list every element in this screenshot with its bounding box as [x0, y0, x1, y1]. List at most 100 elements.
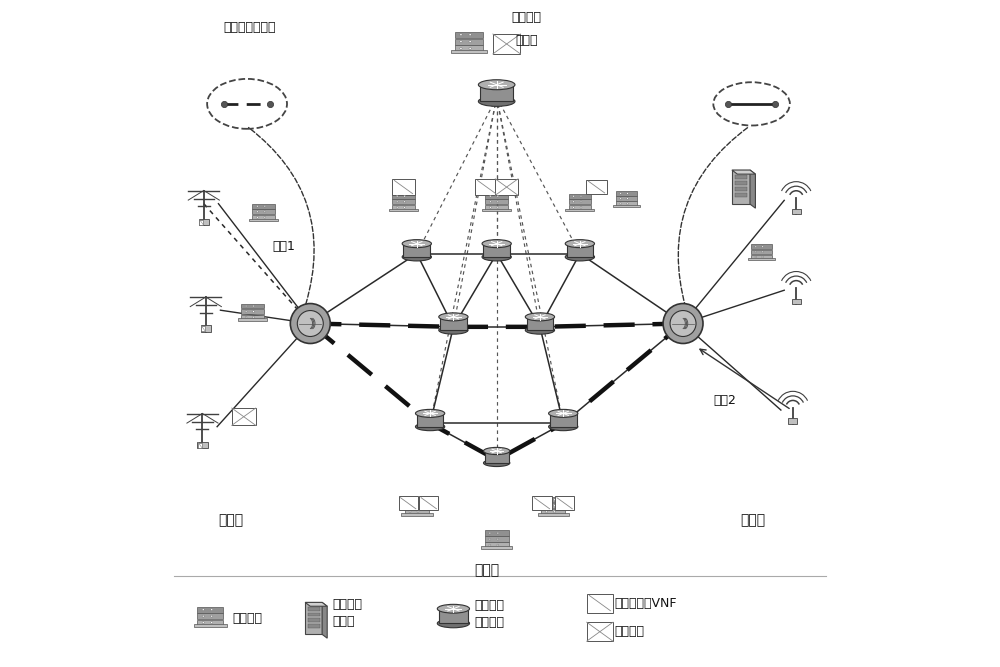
- Circle shape: [497, 207, 499, 208]
- Circle shape: [264, 205, 266, 207]
- Circle shape: [497, 201, 499, 203]
- Text: 虚拟设施: 虚拟设施: [512, 11, 542, 24]
- Ellipse shape: [482, 239, 511, 247]
- Polygon shape: [305, 602, 327, 606]
- Bar: [732, 170, 750, 204]
- Bar: [493, 34, 520, 54]
- Bar: [569, 205, 591, 209]
- Circle shape: [546, 499, 547, 501]
- Ellipse shape: [437, 604, 470, 613]
- Bar: [613, 205, 640, 207]
- Bar: [392, 179, 415, 195]
- Bar: [201, 325, 211, 331]
- Circle shape: [497, 195, 499, 197]
- Circle shape: [417, 505, 419, 507]
- Bar: [735, 181, 747, 185]
- Circle shape: [546, 505, 547, 507]
- Text: 切片2: 切片2: [713, 394, 736, 407]
- Bar: [249, 219, 278, 221]
- Bar: [751, 249, 772, 254]
- Bar: [586, 179, 607, 194]
- FancyBboxPatch shape: [485, 451, 509, 463]
- Bar: [735, 193, 747, 197]
- Circle shape: [663, 303, 703, 344]
- Circle shape: [497, 538, 499, 540]
- FancyBboxPatch shape: [440, 317, 467, 330]
- Circle shape: [620, 198, 621, 199]
- Bar: [308, 618, 320, 622]
- Ellipse shape: [439, 326, 468, 334]
- Bar: [792, 299, 801, 304]
- FancyBboxPatch shape: [527, 317, 553, 330]
- Circle shape: [211, 615, 213, 617]
- FancyBboxPatch shape: [439, 609, 468, 624]
- Circle shape: [497, 532, 499, 534]
- Bar: [616, 191, 637, 195]
- Circle shape: [489, 538, 491, 540]
- Circle shape: [460, 47, 462, 49]
- Circle shape: [469, 47, 471, 49]
- FancyBboxPatch shape: [403, 243, 430, 257]
- Ellipse shape: [402, 253, 431, 261]
- Bar: [569, 194, 591, 199]
- Polygon shape: [322, 602, 327, 638]
- Circle shape: [253, 316, 254, 318]
- Bar: [482, 209, 511, 211]
- Bar: [748, 258, 775, 260]
- Circle shape: [409, 505, 411, 507]
- Bar: [485, 205, 508, 209]
- Circle shape: [264, 217, 266, 218]
- Ellipse shape: [402, 239, 431, 247]
- Bar: [201, 326, 205, 331]
- Circle shape: [245, 311, 247, 312]
- Ellipse shape: [483, 460, 510, 466]
- Bar: [392, 205, 415, 209]
- Bar: [541, 497, 565, 502]
- Polygon shape: [750, 170, 755, 208]
- Circle shape: [469, 41, 471, 43]
- FancyBboxPatch shape: [417, 414, 443, 427]
- Circle shape: [396, 207, 398, 208]
- Bar: [485, 530, 509, 536]
- Bar: [252, 203, 275, 209]
- Text: 端到端切片设计: 端到端切片设计: [224, 21, 276, 34]
- Ellipse shape: [478, 96, 515, 106]
- Circle shape: [417, 499, 419, 501]
- Circle shape: [297, 311, 323, 336]
- Bar: [194, 624, 227, 627]
- FancyBboxPatch shape: [480, 85, 513, 101]
- Bar: [197, 620, 223, 626]
- Circle shape: [620, 203, 621, 205]
- Bar: [308, 624, 320, 628]
- Text: 切片实例化VNF: 切片实例化VNF: [614, 596, 677, 610]
- Bar: [399, 496, 418, 510]
- Bar: [565, 209, 594, 211]
- Bar: [532, 496, 552, 510]
- Circle shape: [755, 256, 757, 257]
- Ellipse shape: [415, 410, 445, 418]
- Circle shape: [396, 201, 398, 203]
- Circle shape: [755, 246, 757, 247]
- Bar: [455, 32, 483, 38]
- Circle shape: [627, 198, 628, 199]
- Bar: [252, 209, 275, 214]
- Circle shape: [469, 33, 471, 36]
- Ellipse shape: [565, 239, 595, 247]
- Text: 数据中心: 数据中心: [232, 612, 262, 625]
- Circle shape: [409, 499, 411, 501]
- Bar: [485, 194, 508, 199]
- Circle shape: [257, 211, 258, 213]
- Bar: [197, 442, 208, 448]
- Bar: [587, 622, 613, 641]
- Bar: [788, 418, 797, 424]
- Bar: [392, 199, 415, 204]
- Circle shape: [490, 207, 491, 208]
- Text: 控制单元: 控制单元: [614, 625, 644, 638]
- Text: 切片请求
缓存节点: 切片请求 缓存节点: [475, 600, 505, 630]
- Text: 虚拟网络
运营商: 虚拟网络 运营商: [332, 598, 362, 628]
- Bar: [751, 255, 772, 259]
- Circle shape: [554, 499, 555, 501]
- Bar: [481, 546, 512, 549]
- Circle shape: [404, 195, 405, 197]
- Bar: [616, 201, 637, 206]
